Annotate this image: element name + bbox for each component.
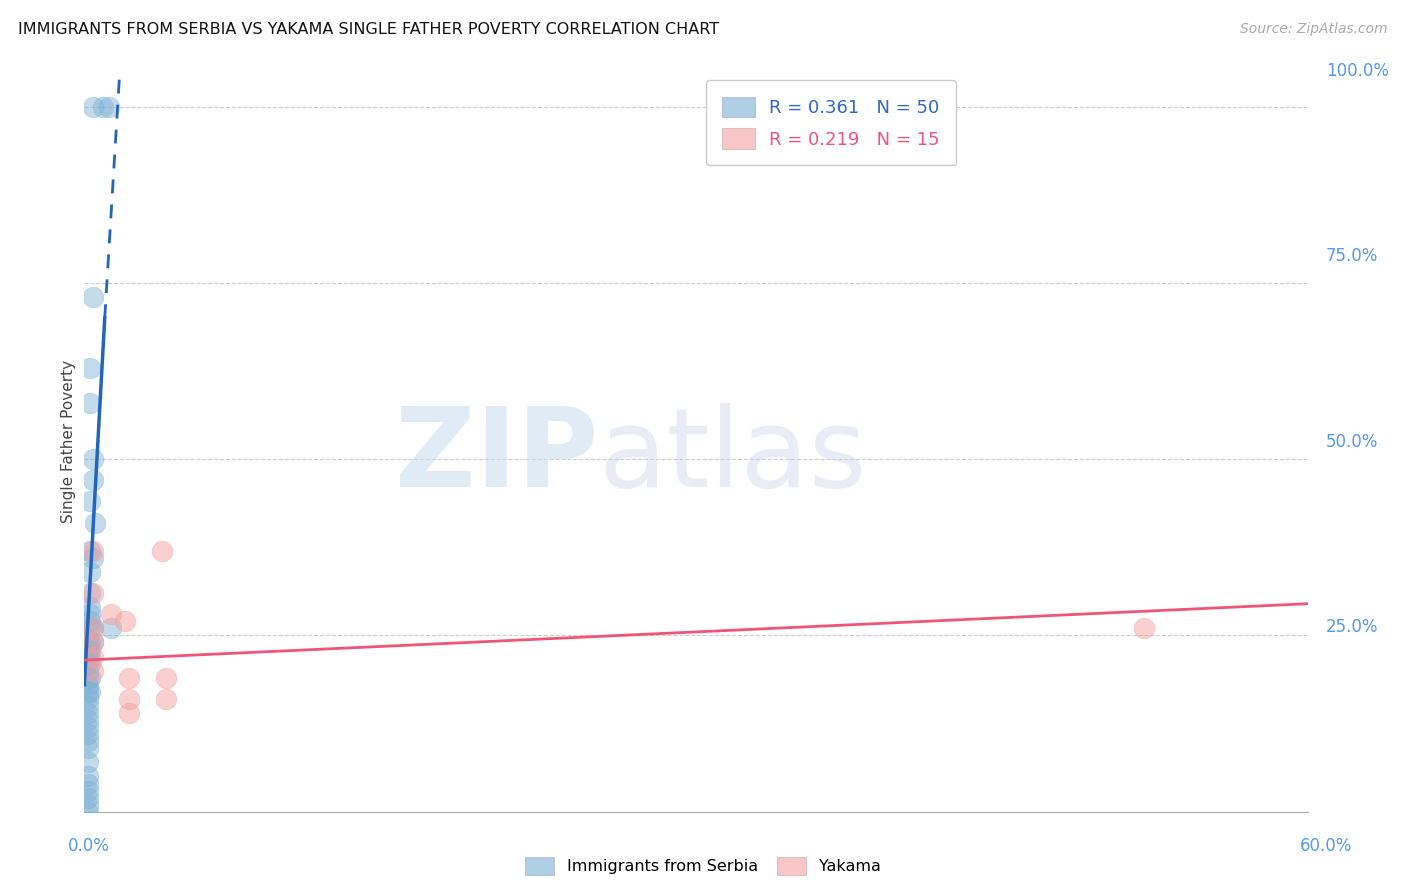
Text: 50.0%: 50.0% bbox=[1326, 433, 1378, 450]
Point bbox=[79, 615, 101, 629]
Point bbox=[77, 678, 100, 692]
Point bbox=[77, 664, 100, 678]
Point bbox=[150, 544, 173, 558]
Point bbox=[77, 671, 100, 685]
Point bbox=[77, 734, 100, 748]
Point bbox=[79, 494, 101, 508]
Point bbox=[79, 565, 101, 579]
Text: 75.0%: 75.0% bbox=[1326, 247, 1378, 266]
Point bbox=[77, 783, 100, 797]
Point bbox=[82, 100, 104, 114]
Point bbox=[118, 671, 141, 685]
Point bbox=[155, 692, 177, 706]
Point bbox=[100, 607, 122, 622]
Point bbox=[77, 769, 100, 783]
Point bbox=[79, 642, 101, 657]
Legend: Immigrants from Serbia, Yakama: Immigrants from Serbia, Yakama bbox=[519, 850, 887, 881]
Point bbox=[100, 621, 122, 635]
Point bbox=[82, 635, 104, 649]
Point bbox=[118, 692, 141, 706]
Point bbox=[114, 615, 136, 629]
Point bbox=[77, 776, 100, 790]
Point bbox=[77, 756, 100, 770]
Point bbox=[83, 516, 105, 530]
Legend: R = 0.361   N = 50, R = 0.219   N = 15: R = 0.361 N = 50, R = 0.219 N = 15 bbox=[706, 80, 956, 165]
Point bbox=[77, 635, 100, 649]
Point bbox=[77, 797, 100, 812]
Point bbox=[82, 550, 104, 565]
Text: 25.0%: 25.0% bbox=[1326, 617, 1378, 636]
Point bbox=[77, 720, 100, 734]
Point bbox=[79, 586, 101, 600]
Text: atlas: atlas bbox=[598, 403, 866, 510]
Point bbox=[79, 600, 101, 615]
Point bbox=[155, 671, 177, 685]
Point bbox=[79, 685, 101, 699]
Point bbox=[77, 649, 100, 664]
Point bbox=[79, 671, 101, 685]
Text: IMMIGRANTS FROM SERBIA VS YAKAMA SINGLE FATHER POVERTY CORRELATION CHART: IMMIGRANTS FROM SERBIA VS YAKAMA SINGLE … bbox=[18, 22, 720, 37]
Point bbox=[79, 657, 101, 671]
Point bbox=[77, 642, 100, 657]
Point bbox=[97, 100, 120, 114]
Point bbox=[79, 396, 101, 410]
Point bbox=[82, 649, 104, 664]
Point bbox=[79, 621, 101, 635]
Point bbox=[79, 607, 101, 622]
Point bbox=[1133, 621, 1156, 635]
Point bbox=[79, 635, 101, 649]
Point bbox=[82, 664, 104, 678]
Point bbox=[77, 790, 100, 805]
Text: 60.0%: 60.0% bbox=[1299, 837, 1353, 855]
Point bbox=[77, 706, 100, 720]
Y-axis label: Single Father Poverty: Single Father Poverty bbox=[60, 360, 76, 523]
Point bbox=[82, 473, 104, 487]
Point bbox=[77, 741, 100, 756]
Point bbox=[79, 360, 101, 375]
Text: Source: ZipAtlas.com: Source: ZipAtlas.com bbox=[1240, 22, 1388, 37]
Point bbox=[79, 544, 101, 558]
Point bbox=[82, 290, 104, 304]
Point bbox=[82, 586, 104, 600]
Point bbox=[77, 692, 100, 706]
Point bbox=[77, 685, 100, 699]
Text: ZIP: ZIP bbox=[395, 403, 598, 510]
Point bbox=[91, 100, 114, 114]
Point bbox=[82, 621, 104, 635]
Point bbox=[82, 635, 104, 649]
Text: 100.0%: 100.0% bbox=[1326, 62, 1389, 80]
Point bbox=[79, 649, 101, 664]
Point bbox=[82, 452, 104, 467]
Point bbox=[77, 805, 100, 819]
Point bbox=[118, 706, 141, 720]
Point bbox=[77, 657, 100, 671]
Point bbox=[82, 621, 104, 635]
Point bbox=[77, 727, 100, 741]
Text: 0.0%: 0.0% bbox=[67, 837, 110, 855]
Point bbox=[77, 713, 100, 727]
Point bbox=[82, 544, 104, 558]
Point bbox=[77, 698, 100, 713]
